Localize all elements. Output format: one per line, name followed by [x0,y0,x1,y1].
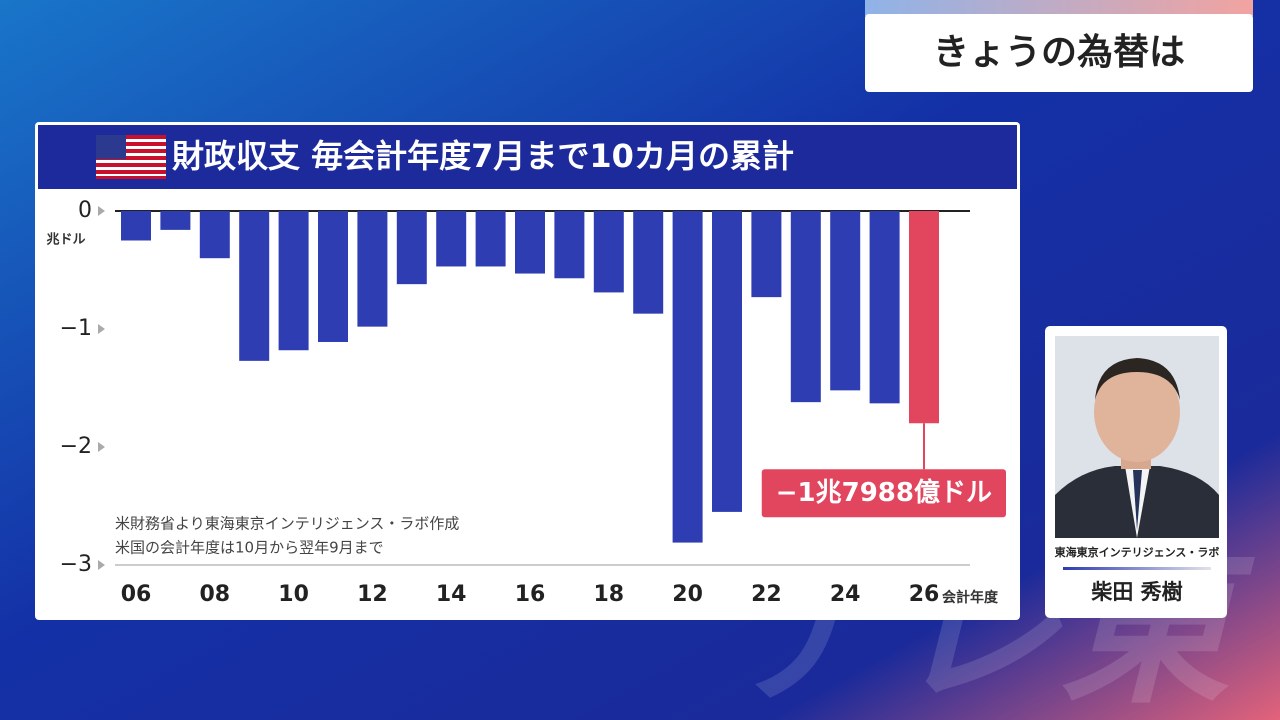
bar [475,211,506,267]
x-tick-label: 10 [278,582,309,607]
bar [318,211,348,342]
bar [239,211,270,361]
y-tick-mark [98,560,105,570]
bar [830,211,861,391]
value-label: −1兆7988億ドル [776,478,992,508]
x-axis-label: 会計年度 [942,589,999,606]
x-tick-label: 24 [830,582,861,607]
chart-header [38,125,1017,189]
plot: 0 −1 −2 −3 06 08 10 12 14 16 18 20 22 24 26 −1兆7988億ドル [60,198,1006,607]
commentator-photo [1055,336,1219,538]
x-tick-label: 12 [357,582,388,607]
y-tick-mark [98,206,105,216]
bar [751,211,782,298]
x-tick-label: 20 [672,582,703,607]
x-tick-label: 06 [121,582,152,607]
commentator-organization: 東海東京インテリジェンス・ラボ [1055,545,1220,559]
bar [554,211,585,279]
y-tick-label: −2 [60,434,92,459]
x-tick-label: 08 [199,582,230,607]
x-tick-label: 22 [751,582,782,607]
name-underline [1063,567,1211,570]
chart-title: 財政収支 毎会計年度7月まで10カ月の累計 [172,137,794,175]
bar [357,211,388,327]
bar [199,211,230,259]
y-tick-mark [98,324,105,334]
bar [278,211,309,351]
bar [672,211,703,543]
bar [436,211,467,267]
bar [160,211,191,230]
x-tick-label: 18 [593,582,624,607]
bar [712,211,742,512]
x-tick-label: 16 [515,582,546,607]
y-axis-label: 兆ドル [46,232,85,248]
commentator-name: 柴田 秀樹 [1090,580,1182,604]
y-tick-label: 0 [78,198,92,223]
source-note: 米財務省より東海東京インテリジェンス・ラボ作成 [115,515,459,533]
x-tick-label: 14 [436,582,467,607]
us-flag [96,135,166,179]
bar [633,211,664,314]
x-tick-label: 26 [909,582,940,607]
bar [515,211,545,274]
y-tick-label: −3 [60,552,92,577]
bar [593,211,624,293]
value-label-box [761,469,1006,518]
header-title: きょうの為替は [933,32,1185,73]
y-tick-label: −1 [60,316,92,341]
bar [790,211,821,403]
bar [396,211,427,285]
header-box [865,14,1253,92]
y-tick-mark [98,442,105,452]
bar [909,211,939,424]
bar [121,211,151,241]
fiscal-year-note: 米国の会計年度は10月から翌年9月まで [115,539,384,557]
header-strip [865,0,1253,16]
bar [869,211,900,404]
